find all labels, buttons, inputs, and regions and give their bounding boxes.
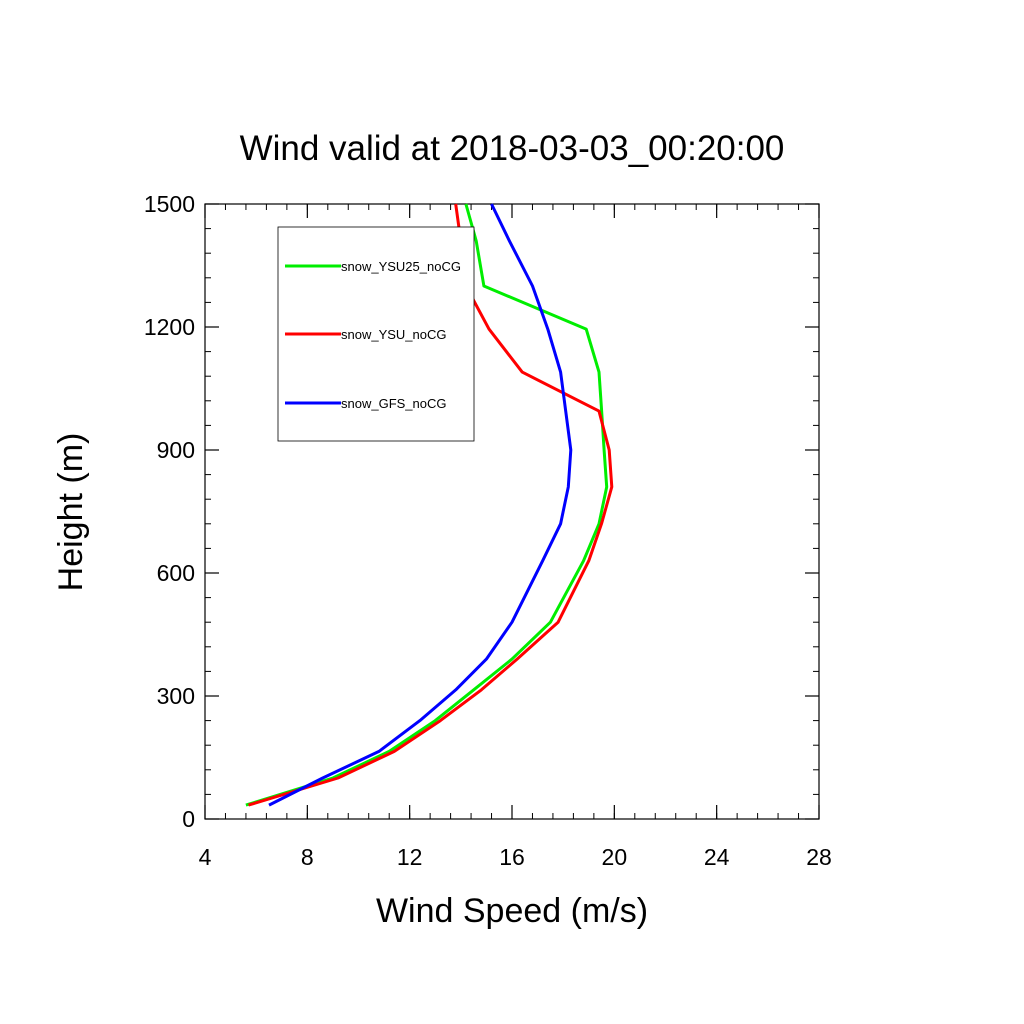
tick-labels: 4 8 12 16 20 24 28 0 300 600 900 1200 1500 [144, 191, 832, 870]
legend-label-snow_YSU25_noCG: snow_YSU25_noCG [341, 259, 461, 274]
y-tick-label: 0 [182, 806, 195, 832]
chart-title: Wind valid at 2018-03-03_00:20:00 [240, 129, 785, 168]
plot-frame [204, 203, 820, 820]
y-tick-label: 1200 [144, 314, 195, 340]
legend-entries: snow_YSU25_noCG snow_YSU_noCG snow_GFS_noC… [285, 259, 461, 411]
y-axis-label: Height (m) [52, 433, 90, 592]
x-tick-label: 8 [301, 844, 314, 870]
y-tick-label: 900 [157, 437, 195, 463]
legend-label-snow_YSU_noCG: snow_YSU_noCG [341, 327, 447, 342]
legend: snow_YSU25_noCG snow_YSU_noCG snow_GFS_noC… [277, 226, 475, 442]
y-tick-label: 300 [157, 683, 195, 709]
y-tick-label: 1500 [144, 191, 195, 217]
legend-label-snow_GFS_noCG: snow_GFS_noCG [341, 396, 447, 411]
series-line-snow_YSU_noCG [248, 203, 614, 807]
x-tick-label: 12 [397, 844, 423, 870]
x-tick-label: 20 [602, 844, 628, 870]
x-tick-label: 28 [806, 844, 832, 870]
x-tick-label: 24 [704, 844, 730, 870]
x-tick-label: 4 [199, 844, 212, 870]
series-line-snow_GFS_noCG [268, 203, 573, 807]
series-lines [245, 203, 614, 807]
y-tick-label: 600 [157, 560, 195, 586]
x-tick-label: 16 [499, 844, 525, 870]
series-line-snow_YSU25_noCG [245, 203, 609, 807]
x-axis-label: Wind Speed (m/s) [376, 892, 648, 930]
